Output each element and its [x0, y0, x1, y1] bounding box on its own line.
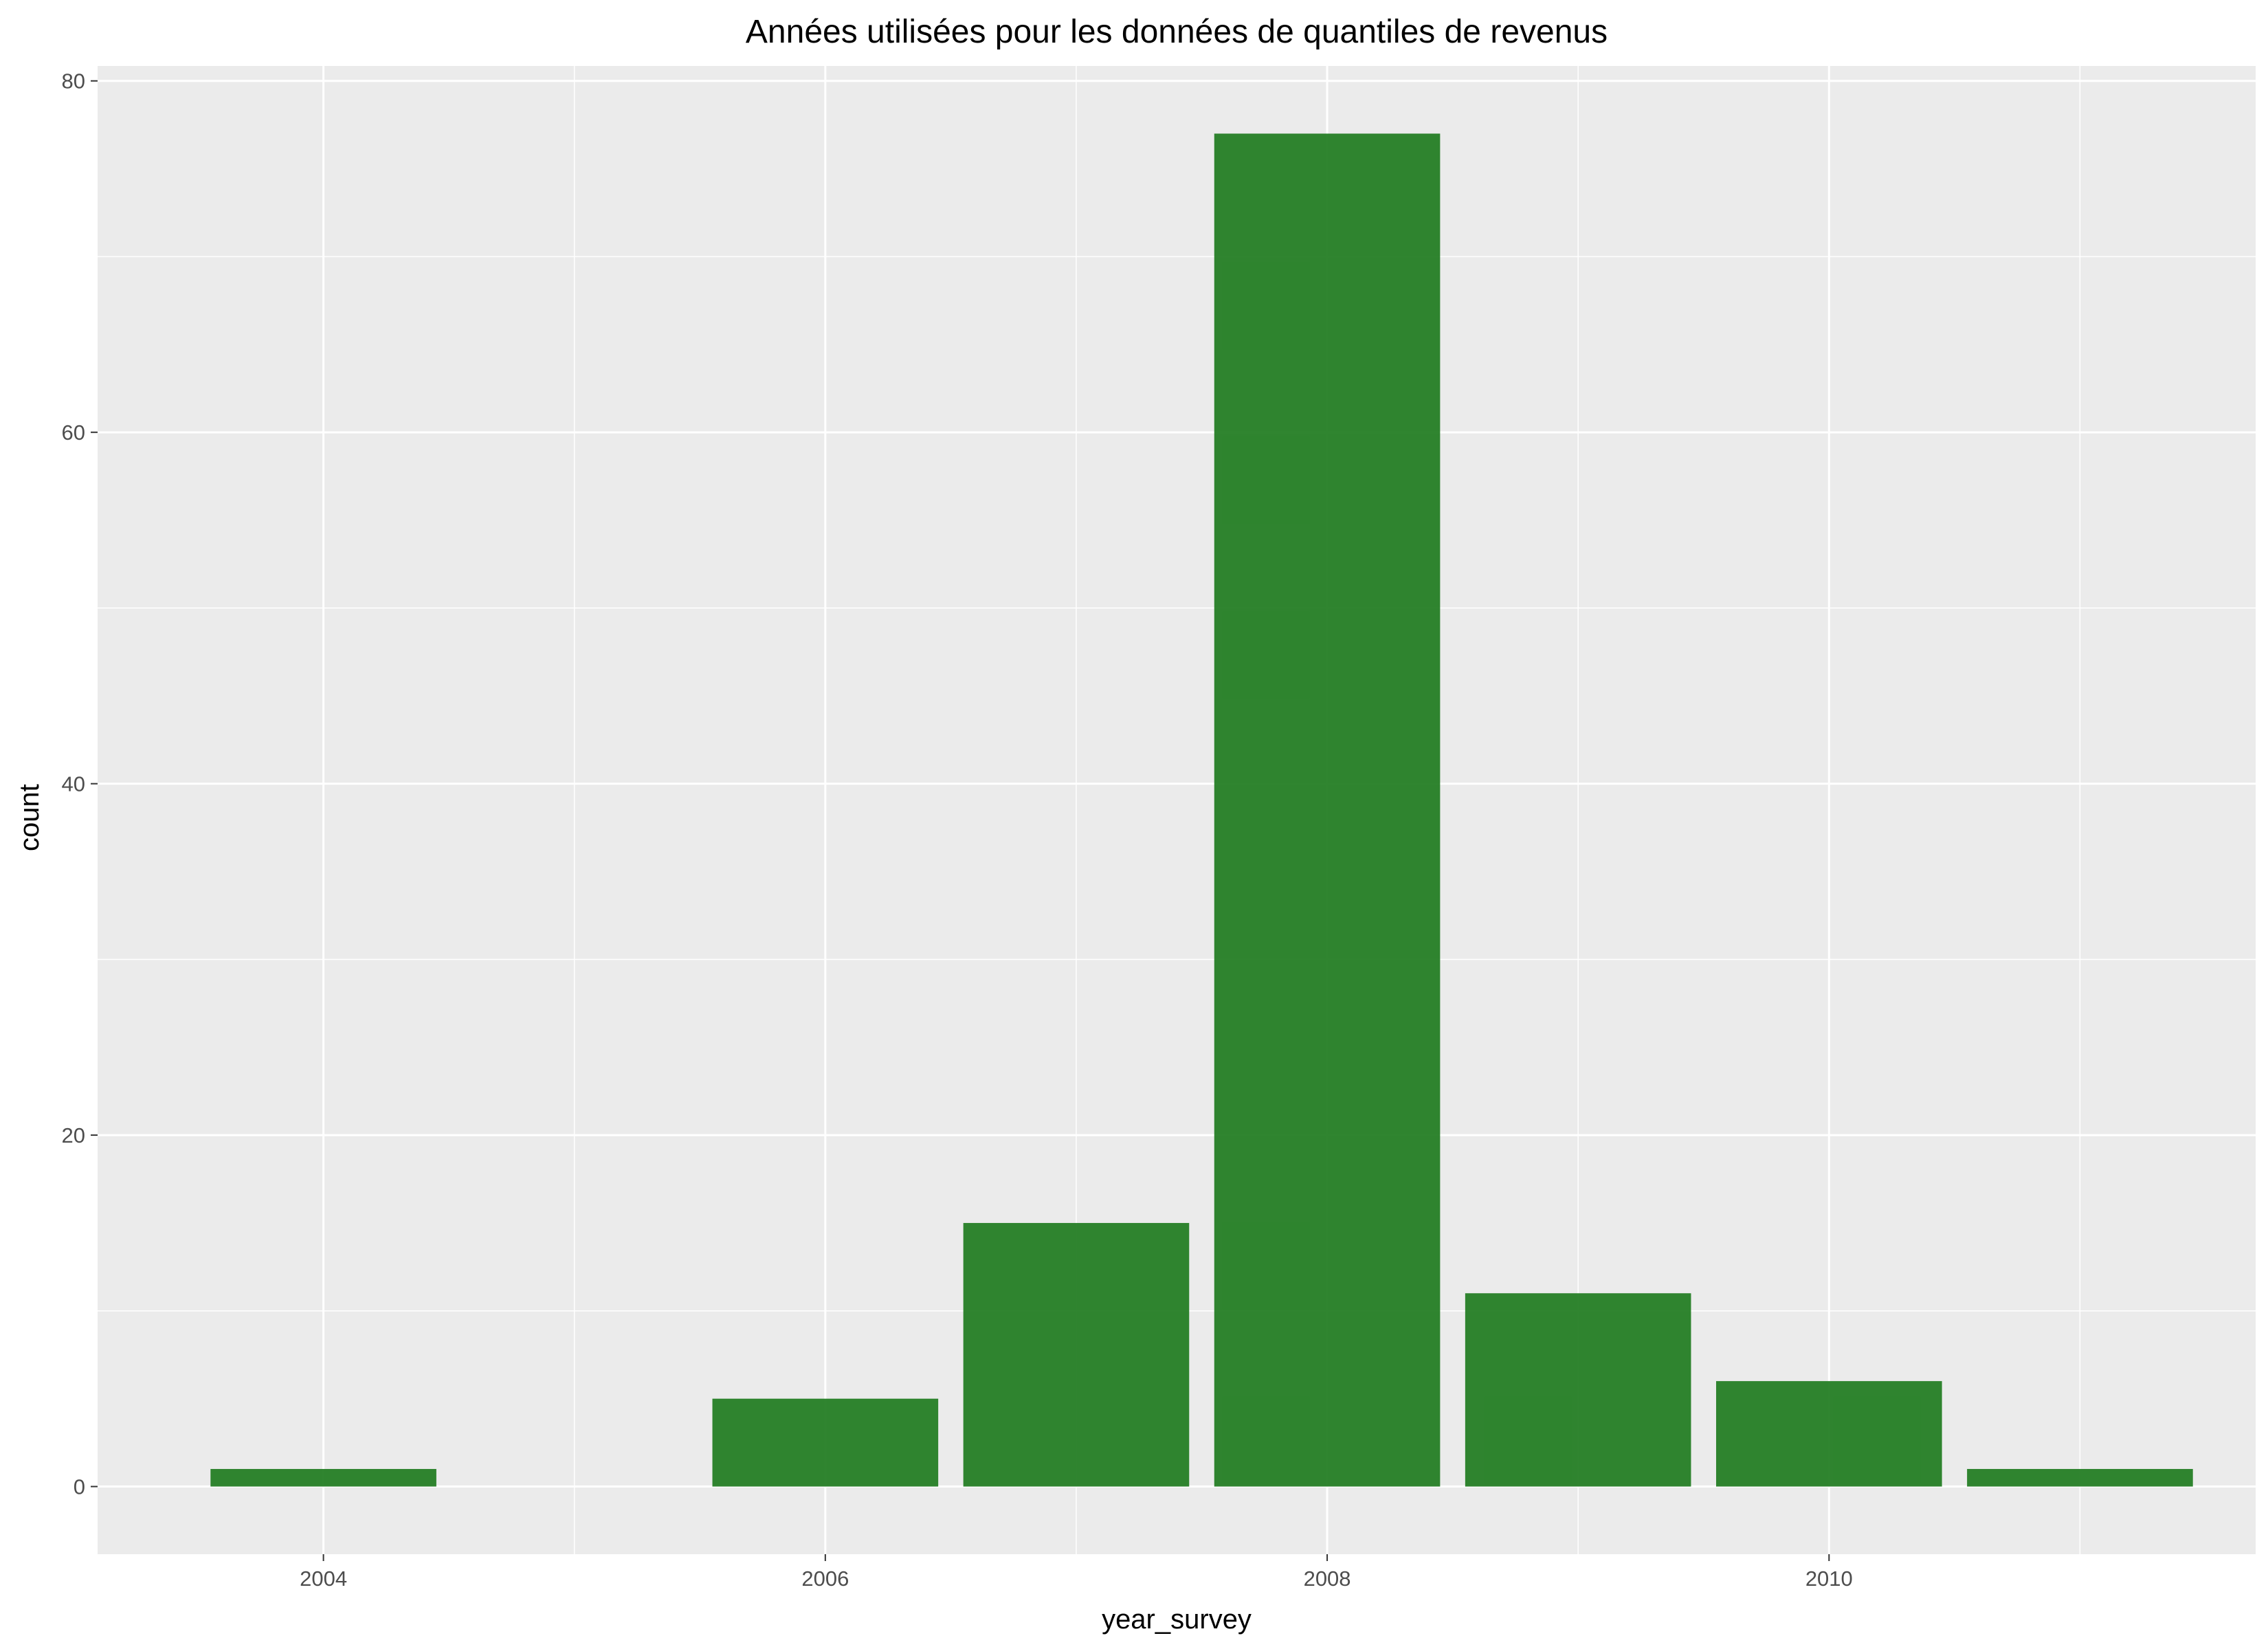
bar-2007 — [963, 1222, 1190, 1487]
y-tick-label: 80 — [62, 69, 85, 93]
bar-2004 — [210, 1468, 436, 1487]
x-axis-title: year_survey — [1102, 1604, 1252, 1635]
bar-2011 — [1967, 1468, 2193, 1487]
bar-2008 — [1214, 133, 1441, 1487]
y-tick-label: 0 — [74, 1475, 85, 1499]
y-tick-label: 40 — [62, 772, 85, 796]
y-axis-title: count — [14, 784, 45, 851]
bars — [210, 133, 2193, 1487]
y-tick-label: 60 — [62, 420, 85, 445]
bar-2009 — [1465, 1293, 1691, 1487]
bar-2010 — [1716, 1381, 1942, 1487]
x-tick-label: 2004 — [300, 1567, 347, 1591]
x-tick-label: 2008 — [1304, 1567, 1351, 1591]
bar-2006 — [712, 1398, 939, 1487]
gridlines — [98, 66, 2256, 1554]
y-tick-label: 20 — [62, 1123, 85, 1147]
x-tick-label: 2010 — [1805, 1567, 1853, 1591]
chart-title: Années utilisées pour les données de qua… — [746, 14, 1608, 50]
x-tick-label: 2006 — [801, 1567, 849, 1591]
axes: 0 20 40 60 80 2004 2006 2008 2010 — [62, 69, 1853, 1591]
